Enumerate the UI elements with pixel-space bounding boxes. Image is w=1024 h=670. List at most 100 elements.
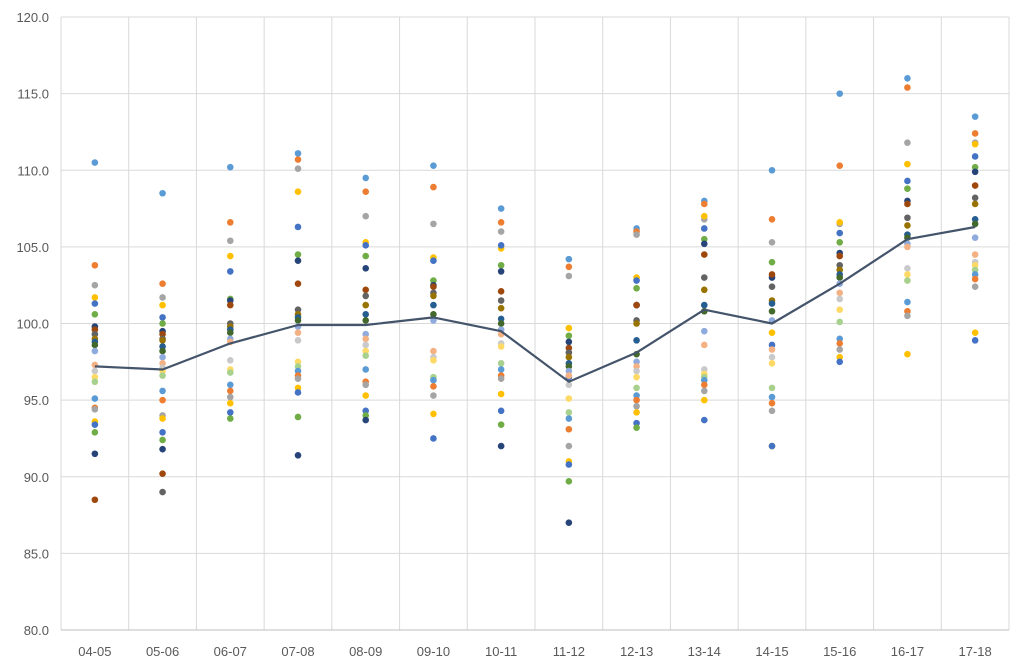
data-point (633, 419, 640, 427)
data-point (294, 223, 302, 231)
data-point (430, 392, 437, 399)
data-point (565, 349, 573, 356)
data-point (497, 261, 505, 269)
data-point (362, 381, 370, 389)
x-tick-label: 10-11 (485, 644, 517, 659)
x-tick-label: 05-06 (146, 644, 179, 659)
data-point (294, 389, 302, 396)
data-point (904, 160, 911, 168)
data-point (430, 277, 437, 284)
data-point (159, 360, 166, 367)
y-tick-label: 100.0 (16, 317, 49, 332)
data-point (362, 341, 370, 349)
data-point (971, 113, 979, 120)
data-points (91, 75, 979, 527)
data-point (836, 289, 844, 297)
data-point (565, 344, 573, 352)
data-point (159, 470, 166, 477)
data-point (904, 139, 911, 146)
data-point (565, 461, 573, 468)
data-point (700, 341, 708, 349)
data-point (971, 168, 979, 176)
x-tick-label: 06-07 (214, 644, 247, 659)
data-point (91, 378, 99, 386)
data-point (362, 366, 370, 373)
data-point (159, 330, 166, 338)
data-point (294, 257, 302, 264)
x-tick-label: 09-10 (417, 644, 450, 659)
y-tick-label: 120.0 (16, 10, 49, 25)
data-point (497, 375, 505, 382)
data-point (159, 353, 166, 361)
data-point (633, 402, 640, 410)
data-point (768, 346, 776, 353)
data-point (633, 409, 640, 416)
data-point (362, 188, 370, 196)
data-point (904, 185, 911, 192)
data-point (159, 488, 166, 496)
data-point (904, 243, 911, 251)
data-point (362, 317, 370, 324)
data-point (633, 367, 640, 375)
data-point (904, 298, 911, 306)
data-point (226, 369, 234, 376)
data-point (971, 182, 979, 189)
data-point (633, 277, 640, 284)
data-point (971, 200, 979, 208)
data-point (91, 450, 99, 458)
data-point (497, 219, 505, 226)
x-tick-label: 17-18 (959, 644, 992, 659)
data-point (226, 409, 234, 416)
data-point (497, 442, 505, 450)
data-point (497, 205, 505, 212)
data-point (91, 496, 99, 504)
data-point (226, 393, 234, 401)
data-point (430, 257, 437, 264)
x-tick-label: 15-16 (823, 644, 856, 659)
data-point (836, 162, 844, 169)
data-point (904, 277, 911, 284)
data-point (430, 183, 437, 191)
data-point (565, 442, 573, 450)
data-point (159, 396, 166, 404)
data-point (971, 220, 979, 228)
data-point (700, 225, 708, 232)
data-point (430, 301, 437, 309)
data-point (430, 292, 437, 300)
data-point (294, 165, 302, 173)
data-point (836, 358, 844, 366)
data-point (91, 281, 99, 289)
data-point (565, 367, 573, 375)
data-point (294, 150, 302, 157)
data-point (633, 363, 640, 370)
data-point (159, 347, 166, 355)
data-point (700, 381, 708, 389)
data-point (430, 347, 437, 355)
data-point (497, 228, 505, 235)
data-point (565, 409, 573, 416)
data-point (700, 235, 708, 243)
data-point (700, 327, 708, 335)
data-point (362, 242, 370, 249)
data-point (836, 238, 844, 246)
data-point (971, 234, 979, 241)
data-point (497, 297, 505, 304)
x-tick-label: 11-12 (553, 644, 585, 659)
data-point (294, 188, 302, 196)
data-point (633, 337, 640, 344)
data-point (294, 306, 302, 314)
data-point (91, 300, 99, 307)
data-point (836, 274, 844, 281)
x-tick-label: 04-05 (78, 644, 111, 659)
data-point (430, 311, 437, 318)
data-point (294, 329, 302, 336)
data-point (565, 415, 573, 422)
data-point (768, 384, 776, 392)
data-point (768, 407, 776, 415)
data-point (294, 317, 302, 324)
data-point (633, 424, 640, 432)
data-point (497, 360, 505, 367)
data-point (497, 343, 505, 350)
